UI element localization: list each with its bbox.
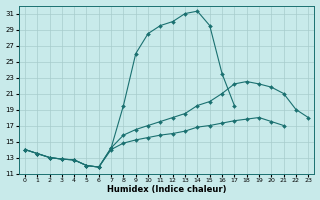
X-axis label: Humidex (Indice chaleur): Humidex (Indice chaleur)	[107, 185, 226, 194]
